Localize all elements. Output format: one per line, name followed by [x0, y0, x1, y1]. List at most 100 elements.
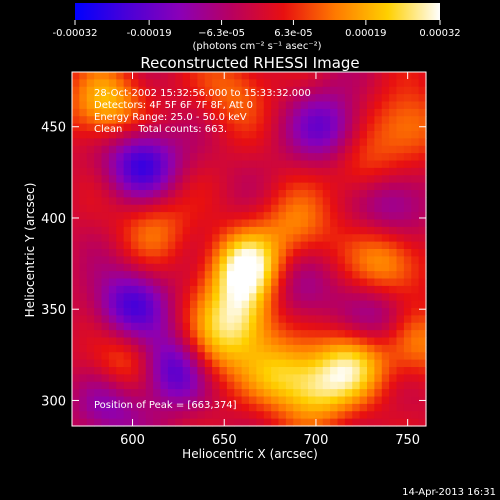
heatmap-cell [256, 226, 265, 235]
heatmap-cell [300, 167, 309, 176]
heatmap-cell [167, 182, 176, 191]
heatmap-cell [278, 352, 287, 361]
heatmap-cell [79, 352, 88, 361]
heatmap-cell [190, 219, 198, 228]
heatmap-cell [226, 249, 235, 257]
heatmap-cell [197, 330, 206, 339]
heatmap-cell [160, 381, 169, 390]
heatmap-cell [256, 123, 265, 132]
heatmap-cell [160, 249, 169, 257]
heatmap-cell [344, 256, 353, 265]
heatmap-cell [175, 153, 184, 162]
heatmap-cell [153, 175, 162, 184]
heatmap-cell [403, 145, 412, 154]
heatmap-cell [367, 256, 375, 265]
heatmap-cell [337, 300, 346, 309]
heatmap-cell [256, 367, 265, 375]
heatmap-cell [352, 418, 361, 427]
heatmap-cell [160, 396, 169, 405]
heatmap-cell [337, 418, 346, 427]
heatmap-cell [293, 94, 302, 103]
heatmap-cell [116, 138, 125, 147]
heatmap-cell [86, 101, 95, 110]
heatmap-cell [190, 256, 198, 265]
heatmap-cell [396, 322, 405, 331]
heatmap-cell [330, 86, 339, 95]
heatmap-cell [374, 411, 383, 420]
heatmap-cell [204, 263, 213, 272]
heatmap-cell [396, 79, 405, 88]
heatmap-cell [138, 249, 147, 257]
heatmap-cell [389, 116, 398, 125]
heatmap-cell [337, 396, 346, 405]
heatmap-cell [226, 300, 235, 309]
heatmap-cell [249, 352, 257, 361]
heatmap-cell [212, 263, 221, 272]
heatmap-cell [226, 190, 235, 198]
heatmap-cell [101, 396, 110, 405]
heatmap-cell [116, 359, 125, 368]
heatmap-cell [300, 389, 309, 398]
heatmap-cell [367, 315, 375, 324]
heatmap-cell [300, 153, 309, 162]
heatmap-cell [116, 300, 125, 309]
heatmap-cell [293, 293, 302, 302]
heatmap-cell [374, 389, 383, 398]
heatmap-cell [204, 226, 213, 235]
heatmap-cell [167, 344, 176, 353]
heatmap-cell [381, 381, 390, 390]
heatmap-cell [86, 160, 95, 169]
heatmap-cell [72, 249, 80, 257]
heatmap-cell [271, 278, 280, 287]
heatmap-cell [138, 160, 147, 169]
heatmap-cell [300, 86, 309, 95]
heatmap-cell [234, 167, 243, 176]
heatmap-cell [271, 249, 280, 257]
heatmap-cell [381, 175, 390, 184]
heatmap-cell [101, 241, 110, 250]
heatmap-cell [190, 300, 198, 309]
heatmap-cell [219, 308, 228, 316]
heatmap-cell [160, 145, 169, 154]
heatmap-cell [389, 86, 398, 95]
heatmap-cell [138, 153, 147, 162]
heatmap-cell [197, 175, 206, 184]
heatmap-cell [389, 79, 398, 88]
heatmap-cell [344, 241, 353, 250]
heatmap-cell [411, 285, 420, 294]
heatmap-cell [108, 197, 117, 206]
heatmap-cell [352, 337, 361, 346]
heatmap-cell [226, 204, 235, 213]
heatmap-cell [330, 138, 339, 147]
heatmap-cell [315, 131, 324, 139]
heatmap-cell [212, 145, 221, 154]
heatmap-cell [94, 381, 103, 390]
heatmap-cell [116, 241, 125, 250]
heatmap-cell [160, 219, 169, 228]
heatmap-cell [249, 256, 257, 265]
heatmap-cell [315, 300, 324, 309]
heatmap-cell [418, 116, 427, 125]
heatmap-cell [153, 389, 162, 398]
heatmap-cell [116, 285, 125, 294]
heatmap-cell [226, 175, 235, 184]
heatmap-cell [234, 79, 243, 88]
heatmap-cell [153, 403, 162, 412]
heatmap-cell [308, 271, 316, 280]
heatmap-cell [182, 411, 191, 420]
heatmap-cell [108, 293, 117, 302]
heatmap-cell [79, 101, 88, 110]
heatmap-cell [219, 219, 228, 228]
heatmap-cell [190, 367, 198, 375]
heatmap-cell [197, 204, 206, 213]
heatmap-cell [403, 367, 412, 375]
heatmap-cell [308, 344, 316, 353]
heatmap-cell [308, 79, 316, 88]
heatmap-cell [330, 285, 339, 294]
heatmap-cell [219, 182, 228, 191]
heatmap-cell [72, 226, 80, 235]
heatmap-cell [249, 249, 257, 257]
heatmap-cell [285, 285, 294, 294]
heatmap-cell [123, 204, 132, 213]
heatmap-cell [389, 271, 398, 280]
